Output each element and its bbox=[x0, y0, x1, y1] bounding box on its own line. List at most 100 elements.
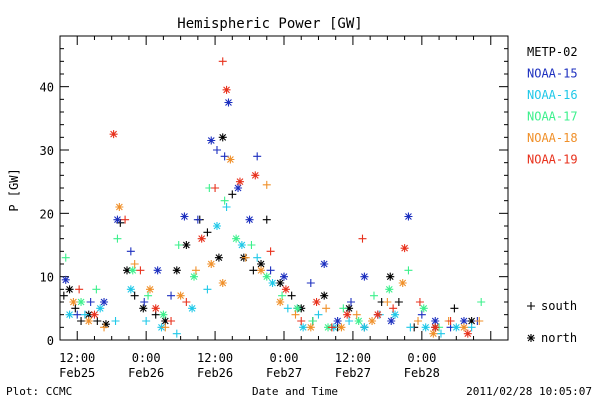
data-point bbox=[262, 272, 271, 281]
data-point bbox=[446, 317, 455, 325]
legend-marker-star-icon bbox=[527, 334, 535, 342]
data-point bbox=[287, 291, 296, 300]
x-tick-time-label: 0:00 bbox=[132, 351, 161, 365]
data-point bbox=[100, 323, 109, 332]
data-point bbox=[406, 323, 415, 332]
data-point bbox=[167, 317, 176, 325]
data-point bbox=[352, 310, 361, 319]
data-point bbox=[281, 285, 290, 294]
data-point bbox=[266, 266, 275, 275]
series-noaa-15 bbox=[61, 98, 482, 332]
data-point bbox=[262, 180, 271, 189]
series-metp-02 bbox=[59, 133, 476, 332]
y-tick-label: 40 bbox=[40, 81, 54, 95]
data-point bbox=[247, 241, 256, 249]
data-point bbox=[59, 291, 68, 300]
data-point bbox=[218, 279, 227, 287]
data-point bbox=[389, 304, 398, 313]
data-point bbox=[320, 260, 329, 268]
data-point bbox=[414, 317, 423, 325]
data-point bbox=[111, 317, 120, 325]
data-point bbox=[128, 266, 137, 275]
data-point bbox=[220, 152, 229, 161]
data-point bbox=[207, 136, 216, 145]
series-noaa-19 bbox=[75, 57, 472, 338]
x-tick-time-label: 12:00 bbox=[335, 351, 371, 365]
data-point bbox=[297, 317, 306, 325]
data-point bbox=[228, 190, 237, 199]
data-point bbox=[203, 285, 212, 294]
data-point bbox=[207, 260, 216, 268]
data-point bbox=[174, 241, 183, 249]
data-point bbox=[347, 298, 356, 306]
data-point bbox=[191, 266, 200, 275]
axis-ticks: 01020304012:00Feb250:00Feb2612:00Feb260:… bbox=[40, 36, 508, 380]
data-point bbox=[253, 152, 262, 161]
data-point bbox=[232, 234, 241, 243]
data-point bbox=[237, 241, 246, 249]
data-point bbox=[398, 279, 407, 287]
data-point bbox=[253, 253, 262, 262]
data-point bbox=[327, 323, 336, 332]
data-point bbox=[193, 215, 202, 224]
data-point bbox=[145, 285, 154, 294]
data-point bbox=[71, 304, 80, 313]
data-point bbox=[386, 272, 395, 281]
x-tick-date-label: Feb27 bbox=[335, 366, 371, 380]
data-point bbox=[337, 323, 346, 332]
data-point bbox=[394, 298, 403, 306]
data-point bbox=[235, 177, 244, 186]
data-point bbox=[266, 247, 275, 256]
data-point bbox=[153, 266, 162, 275]
legend-entry: NOAA-18 bbox=[527, 131, 578, 145]
data-point bbox=[421, 323, 430, 332]
legend-entry: NOAA-17 bbox=[527, 110, 578, 124]
data-point bbox=[136, 266, 145, 275]
data-point bbox=[450, 304, 459, 313]
data-point bbox=[234, 184, 243, 192]
data-point bbox=[257, 260, 266, 268]
data-point bbox=[404, 212, 413, 221]
data-point bbox=[419, 304, 428, 313]
data-point bbox=[391, 310, 400, 319]
data-point bbox=[142, 317, 151, 325]
data-point bbox=[101, 320, 110, 329]
data-point bbox=[360, 323, 369, 332]
x-tick-date-label: Feb28 bbox=[404, 366, 440, 380]
data-point bbox=[77, 298, 86, 306]
y-tick-label: 0 bbox=[47, 334, 54, 348]
data-point bbox=[429, 329, 438, 338]
legend-entry: METP-02 bbox=[527, 45, 578, 59]
x-tick-date-label: Feb26 bbox=[128, 366, 164, 380]
data-point bbox=[268, 279, 277, 287]
x-tick-time-label: 12:00 bbox=[197, 351, 233, 365]
data-point bbox=[139, 304, 148, 313]
data-point bbox=[188, 304, 197, 313]
data-point bbox=[241, 253, 250, 262]
data-point bbox=[121, 215, 130, 224]
data-point bbox=[167, 291, 176, 300]
data-point bbox=[452, 323, 461, 332]
x-tick-date-label: Feb25 bbox=[59, 366, 95, 380]
y-axis-label: P [GW] bbox=[7, 168, 21, 211]
series-noaa-17 bbox=[61, 184, 486, 332]
data-point bbox=[80, 310, 89, 319]
data-point bbox=[69, 298, 78, 306]
legend-marker-label: north bbox=[541, 331, 577, 345]
data-point bbox=[86, 298, 95, 306]
data-point bbox=[368, 317, 377, 325]
legend: METP-02 NOAA-15 NOAA-16 NOAA-17 NOAA-18 NOAA-… bbox=[527, 45, 578, 345]
data-point bbox=[333, 317, 342, 325]
data-point bbox=[291, 310, 300, 319]
data-point bbox=[278, 291, 287, 300]
data-point bbox=[77, 317, 86, 325]
plot-credit: Plot: CCMC bbox=[6, 385, 72, 398]
data-point bbox=[467, 323, 476, 332]
data-point bbox=[475, 317, 484, 325]
legend-entry: NOAA-19 bbox=[527, 153, 578, 167]
data-point bbox=[262, 215, 271, 224]
data-point bbox=[404, 266, 413, 275]
data-point bbox=[92, 285, 101, 294]
data-point bbox=[151, 304, 160, 313]
